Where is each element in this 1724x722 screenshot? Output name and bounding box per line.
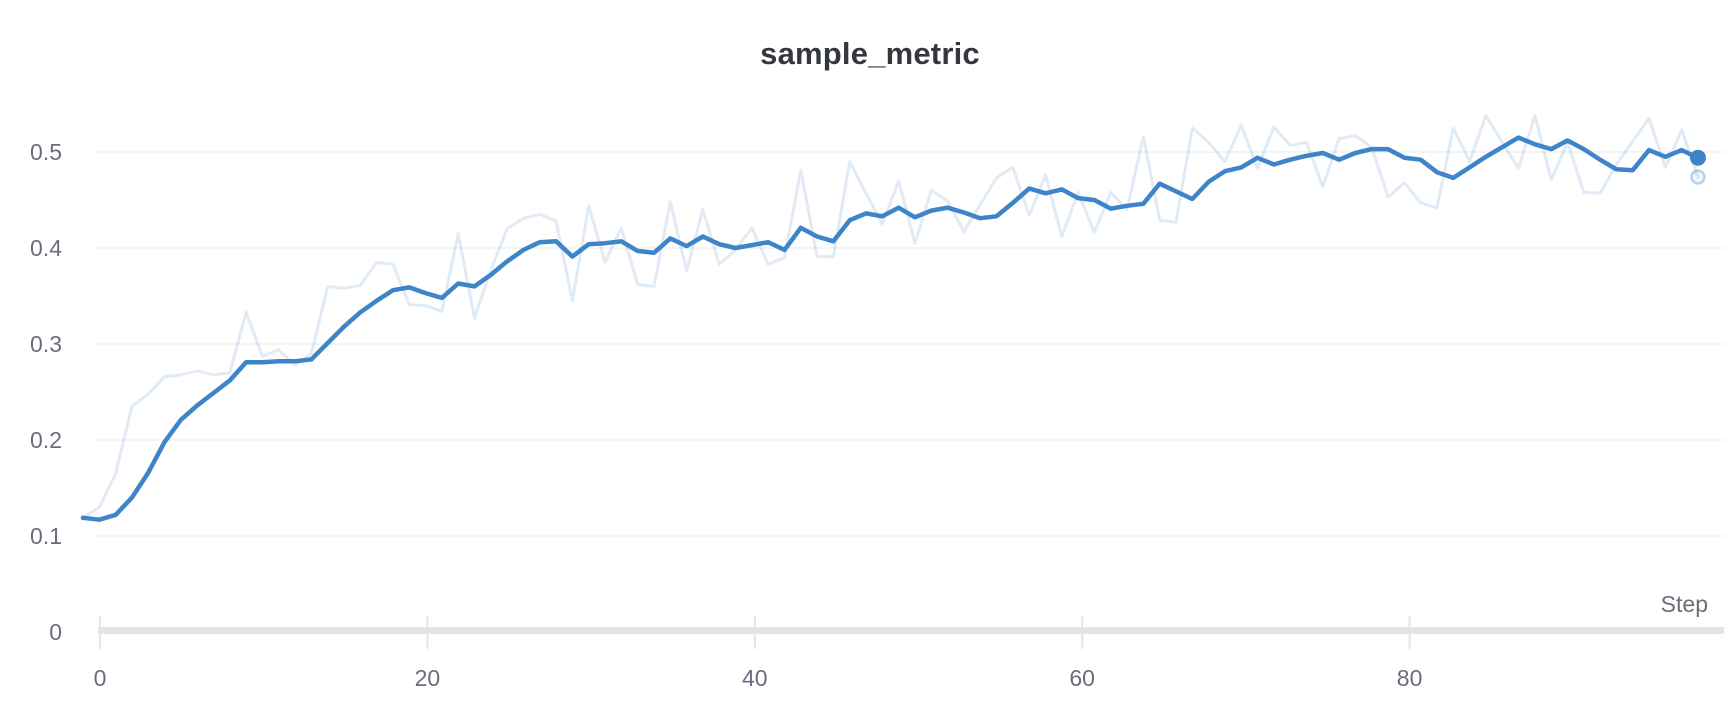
- x-axis-band: [98, 627, 1724, 634]
- x-tick-label: 0: [94, 665, 107, 691]
- raw-series-line[interactable]: [81, 114, 1700, 520]
- y-tick-label: 0.5: [30, 139, 62, 165]
- x-tick-label: 80: [1397, 665, 1423, 691]
- y-tick-label: 0.3: [30, 331, 62, 357]
- y-tick-label: 0.2: [30, 427, 62, 453]
- y-tick-label: 0.1: [30, 523, 62, 549]
- x-tick-label: 20: [415, 665, 441, 691]
- x-axis-title: Step: [1661, 591, 1708, 617]
- raw-end-ring: [1690, 169, 1706, 185]
- chart-title: sample_metric: [760, 36, 980, 71]
- x-tick-label: 60: [1069, 665, 1095, 691]
- x-tick-label: 40: [742, 665, 768, 691]
- smoothed-series-line[interactable]: [80, 135, 1701, 522]
- smoothed-end-dot[interactable]: [1689, 149, 1706, 166]
- y-tick-label: 0.4: [30, 235, 62, 261]
- y-tick-label: 0: [49, 619, 62, 645]
